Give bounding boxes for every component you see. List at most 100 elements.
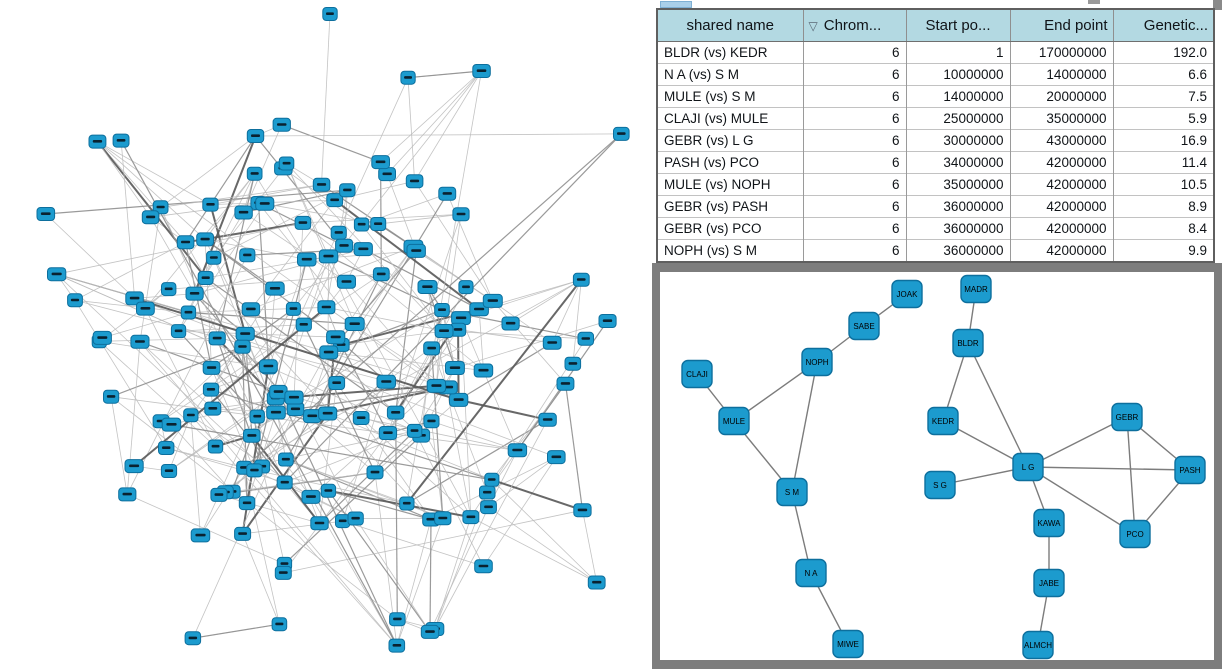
node[interactable] — [259, 359, 278, 374]
table-row[interactable]: BLDR (vs) KEDR 6 1 170000000 192.0 — [656, 41, 1215, 64]
node[interactable] — [141, 210, 160, 225]
table-cell[interactable]: 6 — [802, 41, 907, 64]
node[interactable] — [136, 301, 155, 316]
node[interactable] — [185, 286, 204, 301]
node[interactable] — [246, 129, 265, 143]
node[interactable] — [335, 238, 354, 253]
node[interactable] — [474, 559, 493, 574]
table-cell[interactable]: N A (vs) S M — [656, 63, 804, 86]
table-cell[interactable]: 8.4 — [1112, 217, 1215, 240]
table-cell[interactable]: 43000000 — [1009, 129, 1114, 152]
node[interactable] — [336, 274, 356, 289]
node[interactable] — [284, 390, 304, 405]
node[interactable] — [190, 528, 211, 543]
node[interactable] — [176, 235, 195, 250]
table-row[interactable]: GEBR (vs) PASH 6 36000000 42000000 8.9 — [656, 195, 1215, 218]
node[interactable] — [378, 426, 398, 440]
table-cell[interactable]: 6 — [802, 173, 907, 196]
node[interactable] — [452, 207, 470, 222]
node-pco[interactable]: PCO — [1119, 519, 1151, 549]
table-cell[interactable]: 25000000 — [905, 107, 1011, 130]
node[interactable] — [124, 459, 144, 474]
node[interactable] — [272, 117, 291, 132]
node[interactable] — [339, 183, 356, 198]
node[interactable] — [125, 291, 144, 306]
node[interactable] — [458, 280, 474, 295]
node[interactable] — [328, 376, 346, 390]
node[interactable] — [451, 311, 471, 326]
node[interactable] — [318, 249, 339, 264]
table-row[interactable]: GEBR (vs) L G 6 30000000 43000000 16.9 — [656, 129, 1215, 152]
node[interactable] — [399, 496, 415, 511]
node[interactable] — [274, 565, 292, 580]
table-cell[interactable]: GEBR (vs) L G — [656, 129, 804, 152]
node[interactable] — [420, 624, 440, 639]
column-header-chrom-[interactable]: ▽ Chrom... — [802, 9, 907, 42]
table-cell[interactable]: 30000000 — [905, 129, 1011, 152]
small-network-viewport[interactable]: JOAK SABE NOPH CLAJI MULE S M N A MIWE MADR BLDR K… — [660, 272, 1214, 660]
node[interactable] — [246, 166, 263, 181]
node[interactable] — [352, 411, 370, 425]
table-cell[interactable]: GEBR (vs) PASH — [656, 195, 804, 218]
node-pash[interactable]: PASH — [1174, 455, 1206, 485]
table-cell[interactable]: 14000000 — [1009, 63, 1114, 86]
node-s-m[interactable]: S M — [776, 477, 808, 507]
edge-l-g--gebr[interactable] — [1027, 416, 1128, 468]
node[interactable] — [406, 423, 423, 438]
node-joak[interactable]: JOAK — [891, 279, 923, 309]
node[interactable] — [572, 272, 590, 287]
node[interactable] — [501, 316, 520, 331]
node[interactable] — [613, 126, 630, 141]
table-cell[interactable]: 16.9 — [1112, 129, 1215, 152]
node[interactable] — [118, 487, 137, 502]
table-cell[interactable]: 35000000 — [1009, 107, 1114, 130]
table-row[interactable]: N A (vs) S M 6 10000000 14000000 6.6 — [656, 63, 1215, 86]
table-cell[interactable]: 6 — [802, 239, 907, 262]
node-jabe[interactable]: JABE — [1033, 568, 1065, 598]
node[interactable] — [353, 242, 373, 257]
table-cell[interactable]: 36000000 — [905, 217, 1011, 240]
node[interactable] — [294, 215, 312, 230]
edge-l-g--pco[interactable] — [1027, 466, 1136, 535]
node[interactable] — [370, 217, 387, 231]
node[interactable] — [386, 405, 405, 420]
node[interactable] — [389, 612, 406, 627]
node[interactable] — [587, 575, 606, 590]
table-cell[interactable]: 42000000 — [1009, 173, 1114, 196]
edge-bldr--l-g[interactable] — [967, 342, 1029, 468]
node[interactable] — [400, 70, 416, 85]
node[interactable] — [202, 360, 221, 375]
node[interactable] — [577, 331, 594, 346]
table-row[interactable]: GEBR (vs) PCO 6 36000000 42000000 8.4 — [656, 217, 1215, 240]
node[interactable] — [598, 314, 617, 328]
node[interactable] — [276, 475, 293, 490]
node[interactable] — [238, 496, 256, 511]
node[interactable] — [507, 443, 528, 458]
node[interactable] — [239, 248, 256, 263]
node-almch[interactable]: ALMCH — [1022, 630, 1054, 660]
node[interactable] — [556, 376, 575, 391]
node-mule[interactable]: MULE — [718, 406, 750, 436]
node[interactable] — [112, 133, 130, 148]
table-cell[interactable]: 9.9 — [1112, 239, 1215, 262]
node[interactable] — [88, 134, 107, 149]
table-cell[interactable]: 14000000 — [905, 85, 1011, 108]
column-header-genetic-[interactable]: Genetic... — [1112, 9, 1215, 42]
node[interactable] — [183, 408, 199, 423]
node[interactable] — [326, 193, 344, 208]
node[interactable] — [445, 361, 465, 375]
node-sabe[interactable]: SABE — [848, 311, 880, 341]
table-cell[interactable]: MULE (vs) NOPH — [656, 173, 804, 196]
table-row[interactable]: MULE (vs) NOPH 6 35000000 42000000 10.5 — [656, 173, 1215, 196]
node-s-g[interactable]: S G — [924, 470, 956, 500]
node[interactable] — [278, 452, 294, 467]
table-cell[interactable]: MULE (vs) S M — [656, 85, 804, 108]
node[interactable] — [301, 489, 321, 504]
hscrollbar-thumb[interactable] — [660, 1, 692, 8]
node[interactable] — [285, 301, 301, 316]
table-cell[interactable]: 11.4 — [1112, 151, 1215, 174]
node[interactable] — [92, 330, 112, 345]
node[interactable] — [130, 334, 150, 349]
node[interactable] — [434, 324, 454, 338]
table-cell[interactable]: 36000000 — [905, 239, 1011, 262]
